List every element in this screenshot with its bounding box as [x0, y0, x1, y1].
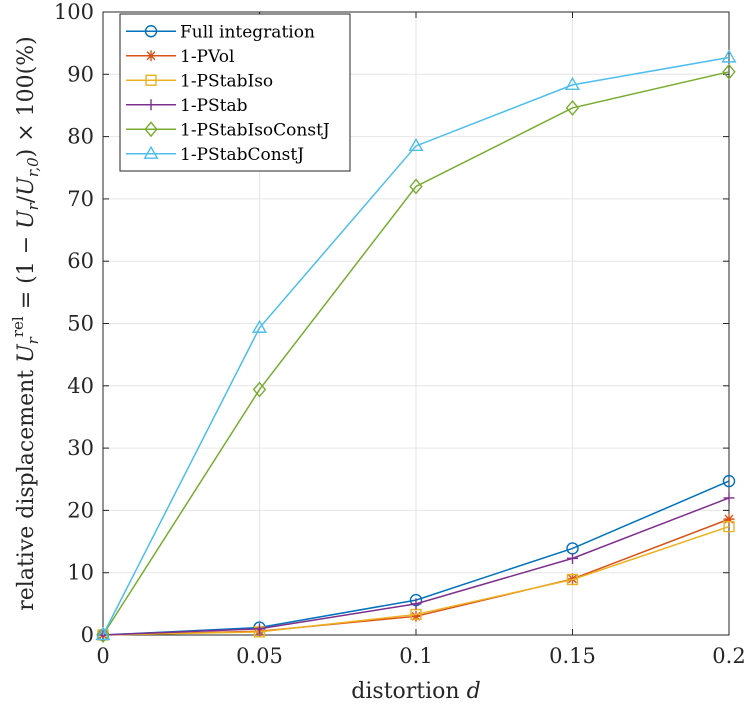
y-axis-title: relative displacement Urrel = (1 − Ur/Ur…	[9, 36, 42, 611]
legend-item: 1-PStabConstJ	[126, 145, 304, 165]
series-group	[95, 49, 737, 643]
data-point	[410, 610, 422, 622]
series-line	[102, 525, 730, 636]
y-axis-denominator-subscript: r,0	[24, 157, 42, 177]
data-point	[722, 63, 736, 80]
legend-marker	[145, 74, 157, 86]
y-axis-numerator-subscript: r	[24, 202, 42, 210]
data-point	[410, 608, 422, 621]
series-line	[102, 71, 730, 636]
series-line	[102, 56, 730, 636]
legend-marker	[144, 25, 158, 38]
y-tick-label: 30	[67, 436, 94, 460]
y-tick-label: 70	[67, 187, 94, 211]
y-tick-label: 100	[54, 0, 94, 24]
data-point	[254, 623, 265, 635]
data-point	[410, 598, 422, 610]
legend-item: 1-PStabIso	[126, 71, 273, 91]
legend-box	[119, 13, 351, 172]
data-point	[721, 49, 737, 63]
data-point	[723, 520, 735, 533]
x-axis-title-prefix: distortion	[351, 679, 466, 704]
x-tick-label: 0.1	[399, 644, 432, 668]
y-tick-label: 20	[67, 498, 94, 522]
y-axis-numerator-symbol: U	[14, 209, 39, 229]
legend-label: 1-PStab	[180, 96, 248, 116]
y-axis-title-prefix: relative displacement	[14, 363, 39, 611]
x-tick-label: 0	[96, 644, 109, 668]
y-tick-label: 50	[67, 312, 94, 336]
x-tick-label: 0.2	[712, 644, 745, 668]
legend-label: 1-PVol	[180, 47, 234, 67]
y-axis-equation: = (1 −	[14, 229, 39, 316]
legend-marker	[144, 121, 158, 138]
data-point	[564, 76, 581, 90]
legend-item: 1-PVol	[126, 47, 234, 67]
x-axis-title: distortion d	[351, 679, 480, 704]
data-point	[252, 381, 267, 398]
series-1-pstabconstj	[95, 49, 737, 641]
x-tick-label: 0.15	[549, 644, 596, 668]
legend: Full integration 1-PVol 1-PStabIso 1-PStab 1…	[119, 13, 351, 172]
legend-label: Full integration	[180, 22, 315, 42]
legend-marker	[145, 50, 157, 62]
data-point	[96, 627, 110, 643]
y-tick-labels: 0 10 20 30 40 50 60 70 80 90 100	[54, 0, 94, 647]
y-tick-label: 40	[67, 374, 94, 398]
legend-item: 1-PStab	[126, 96, 248, 116]
legend-marker	[143, 145, 159, 159]
data-point	[408, 137, 424, 152]
y-axis-symbol-superscript: rel	[9, 316, 27, 337]
x-axis-title-variable: d	[467, 679, 481, 704]
data-point	[251, 319, 268, 333]
y-axis-symbol-subscript: r	[24, 336, 42, 344]
y-tick-label: 80	[67, 125, 94, 149]
y-axis-tail: ) × 100(%)	[14, 36, 39, 157]
y-axis-slash: /	[14, 195, 39, 203]
y-axis-symbol: U	[14, 343, 39, 363]
x-tick-label: 0.05	[236, 644, 283, 668]
data-point	[95, 626, 111, 641]
y-tick-label: 90	[67, 62, 94, 86]
data-point	[566, 573, 579, 586]
data-point	[723, 513, 735, 525]
data-point	[723, 492, 735, 504]
y-tick-label: 10	[67, 561, 94, 585]
series-1-pstabisoconstj	[96, 63, 736, 643]
data-point	[565, 99, 580, 116]
legend-item: Full integration	[126, 22, 315, 42]
data-point	[567, 552, 578, 564]
y-axis-denominator-symbol: U	[14, 176, 39, 196]
x-tick-labels: 0 0.05 0.1 0.15 0.2	[96, 644, 745, 668]
legend-label: 1-PStabConstJ	[180, 145, 304, 165]
legend-label: 1-PStabIsoConstJ	[180, 120, 330, 140]
legend-item: 1-PStabIsoConstJ	[126, 120, 330, 140]
y-tick-label: 60	[67, 249, 94, 273]
data-point	[722, 474, 736, 488]
legend-label: 1-PStabIso	[180, 71, 273, 91]
legend-marker	[145, 99, 157, 111]
data-point	[409, 178, 423, 195]
y-tick-label: 0	[81, 623, 94, 647]
